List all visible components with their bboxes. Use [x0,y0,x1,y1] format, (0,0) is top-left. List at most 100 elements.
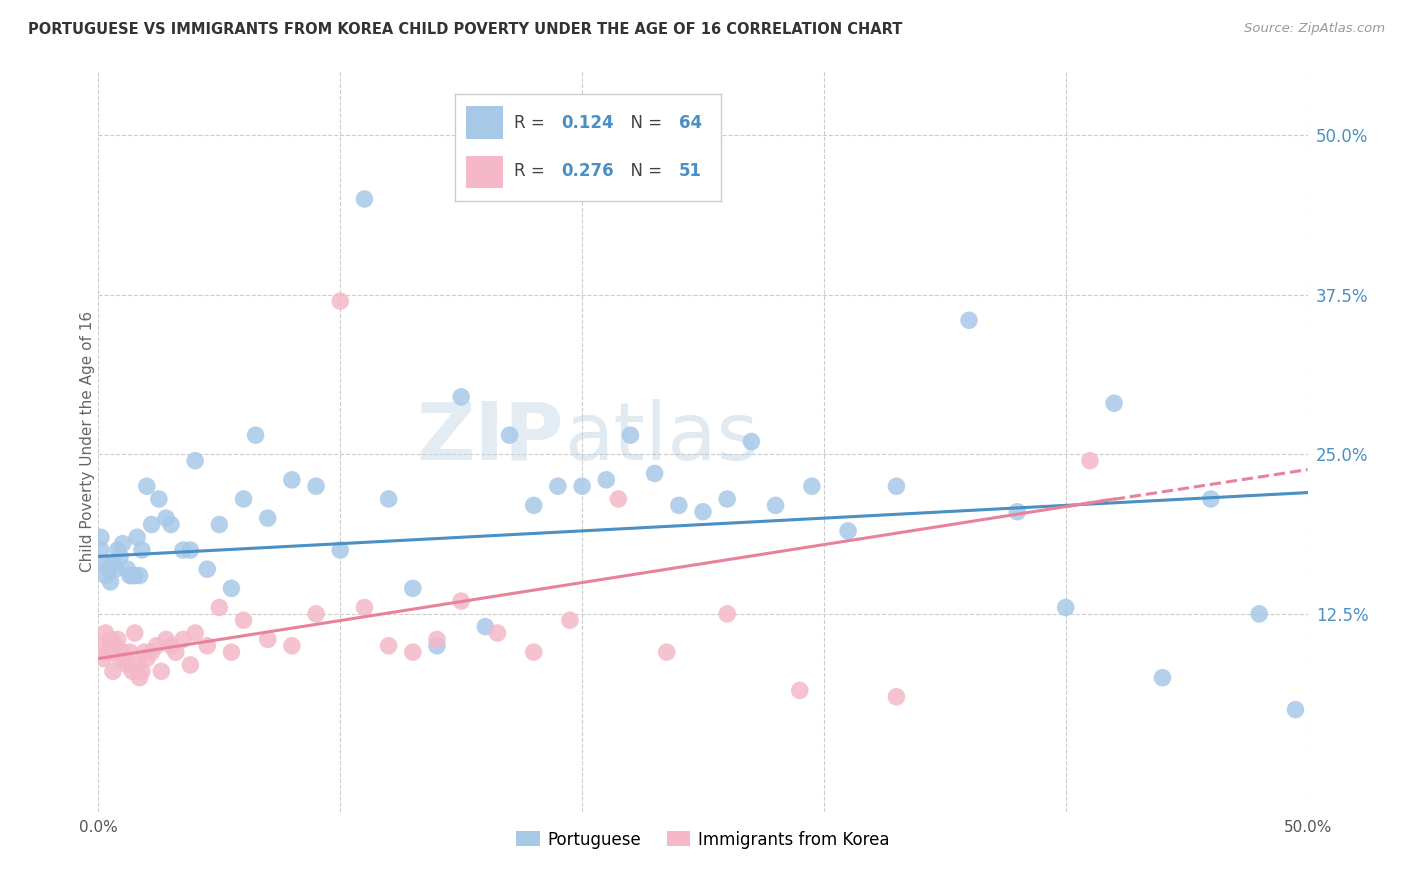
Point [558,613,581,627]
Point [155,632,177,647]
Point [800,479,823,493]
Point [377,491,399,506]
Point [305,479,328,493]
Point [97,645,120,659]
Point [97,562,120,576]
Point [668,499,690,513]
Point [101,665,124,679]
Point [91,651,114,665]
Point [1007,505,1029,519]
Point [353,192,375,206]
Point [135,651,157,665]
Point [118,568,141,582]
Point [114,651,136,665]
Point [547,479,569,493]
Point [450,594,472,608]
Point [595,473,617,487]
Point [195,562,218,576]
Point [131,665,153,679]
Point [716,491,738,506]
Point [208,517,231,532]
Point [692,505,714,519]
Point [571,479,593,493]
Point [523,645,546,659]
Point [127,657,149,672]
Point [740,434,762,449]
Point [655,645,678,659]
Point [523,499,546,513]
Point [256,511,278,525]
Point [377,639,399,653]
Point [101,556,124,570]
Point [232,491,254,506]
Point [184,453,207,467]
Point [329,294,352,309]
Point [131,543,153,558]
Point [716,607,738,621]
Point [305,607,328,621]
Point [886,479,908,493]
Point [135,479,157,493]
Point [148,491,170,506]
Text: Source: ZipAtlas.com: Source: ZipAtlas.com [1244,22,1385,36]
Point [426,639,449,653]
Point [107,632,129,647]
Point [141,645,163,659]
Point [90,639,112,653]
Point [172,632,194,647]
Point [128,671,150,685]
Point [117,657,139,672]
Point [232,613,254,627]
Point [155,511,177,525]
Point [221,645,243,659]
Point [111,536,134,550]
Point [108,651,131,665]
Point [486,626,509,640]
Point [94,626,117,640]
Point [474,619,496,633]
Point [1054,600,1077,615]
Point [195,639,218,653]
Point [402,582,425,596]
Point [107,543,129,558]
Point [256,632,278,647]
Point [1102,396,1125,410]
Point [90,530,112,544]
Point [281,639,304,653]
Point [145,639,167,653]
Point [134,645,156,659]
Point [607,491,630,506]
Point [104,562,127,576]
Point [1199,491,1222,506]
Point [765,499,787,513]
Point [179,543,201,558]
Point [141,517,163,532]
Point [329,543,352,558]
Point [221,582,243,596]
Point [90,543,112,558]
Point [644,467,666,481]
Point [789,683,811,698]
Point [1249,607,1271,621]
Point [1078,453,1101,467]
Point [245,428,267,442]
Point [160,639,183,653]
Point [353,600,375,615]
Point [957,313,980,327]
Point [124,568,146,582]
Point [127,530,149,544]
Point [94,568,117,582]
Point [118,645,141,659]
Point [402,645,425,659]
Point [281,473,304,487]
Y-axis label: Child Poverty Under the Age of 16: Child Poverty Under the Age of 16 [80,311,94,572]
Point [837,524,859,538]
Point [104,639,127,653]
Point [1152,671,1174,685]
Text: atlas: atlas [564,399,758,477]
Point [121,665,143,679]
Text: PORTUGUESE VS IMMIGRANTS FROM KOREA CHILD POVERTY UNDER THE AGE OF 16 CORRELATIO: PORTUGUESE VS IMMIGRANTS FROM KOREA CHIL… [28,22,903,37]
Point [172,543,194,558]
Point [426,632,449,647]
Text: ZIP: ZIP [416,399,564,477]
